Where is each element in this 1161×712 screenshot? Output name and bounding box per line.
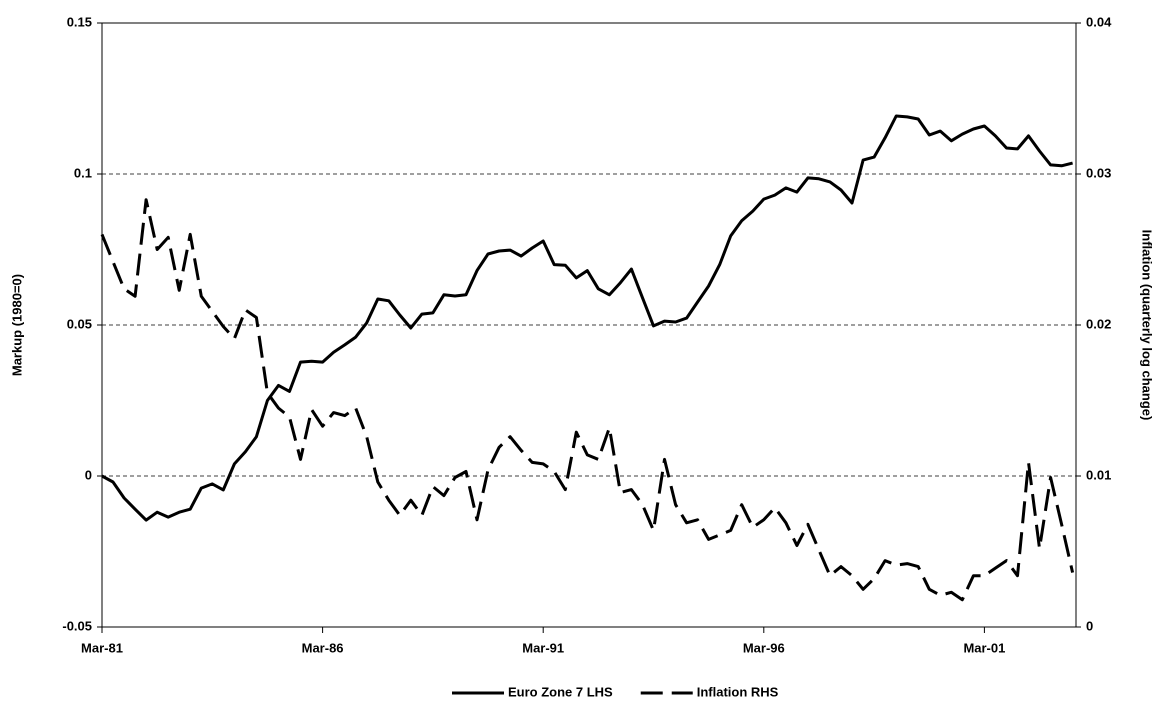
y-tick-label: 0.15 xyxy=(67,14,92,29)
legend-label: Inflation RHS xyxy=(697,684,779,699)
plot-border xyxy=(101,22,1077,628)
y2-tick-label: 0.04 xyxy=(1086,14,1112,29)
legend-label: Euro Zone 7 LHS xyxy=(508,684,613,699)
data-line xyxy=(101,114,1073,522)
y2-tick-label: 0 xyxy=(1086,618,1093,633)
x-tick-label: Mar-86 xyxy=(302,640,344,655)
y-tick-label: 0.05 xyxy=(67,316,92,331)
y-axis-title: Markup (1980=0) xyxy=(9,274,24,376)
y-tick-label: 0.1 xyxy=(74,165,92,180)
y2-axis-title: Inflation (quarterly log change) xyxy=(1140,230,1155,421)
y2-tick-label: 0.01 xyxy=(1086,467,1111,482)
y2-tick-label: 0.03 xyxy=(1086,165,1111,180)
y-tick-label: -0.05 xyxy=(62,618,92,633)
x-tick-label: Mar-81 xyxy=(81,640,123,655)
y-tick-label: 0 xyxy=(85,467,92,482)
x-tick-label: Mar-91 xyxy=(522,640,564,655)
y2-tick-label: 0.02 xyxy=(1086,316,1111,331)
x-tick-label: Mar-01 xyxy=(963,640,1005,655)
data-line xyxy=(100,198,1075,602)
x-tick-label: Mar-96 xyxy=(743,640,785,655)
